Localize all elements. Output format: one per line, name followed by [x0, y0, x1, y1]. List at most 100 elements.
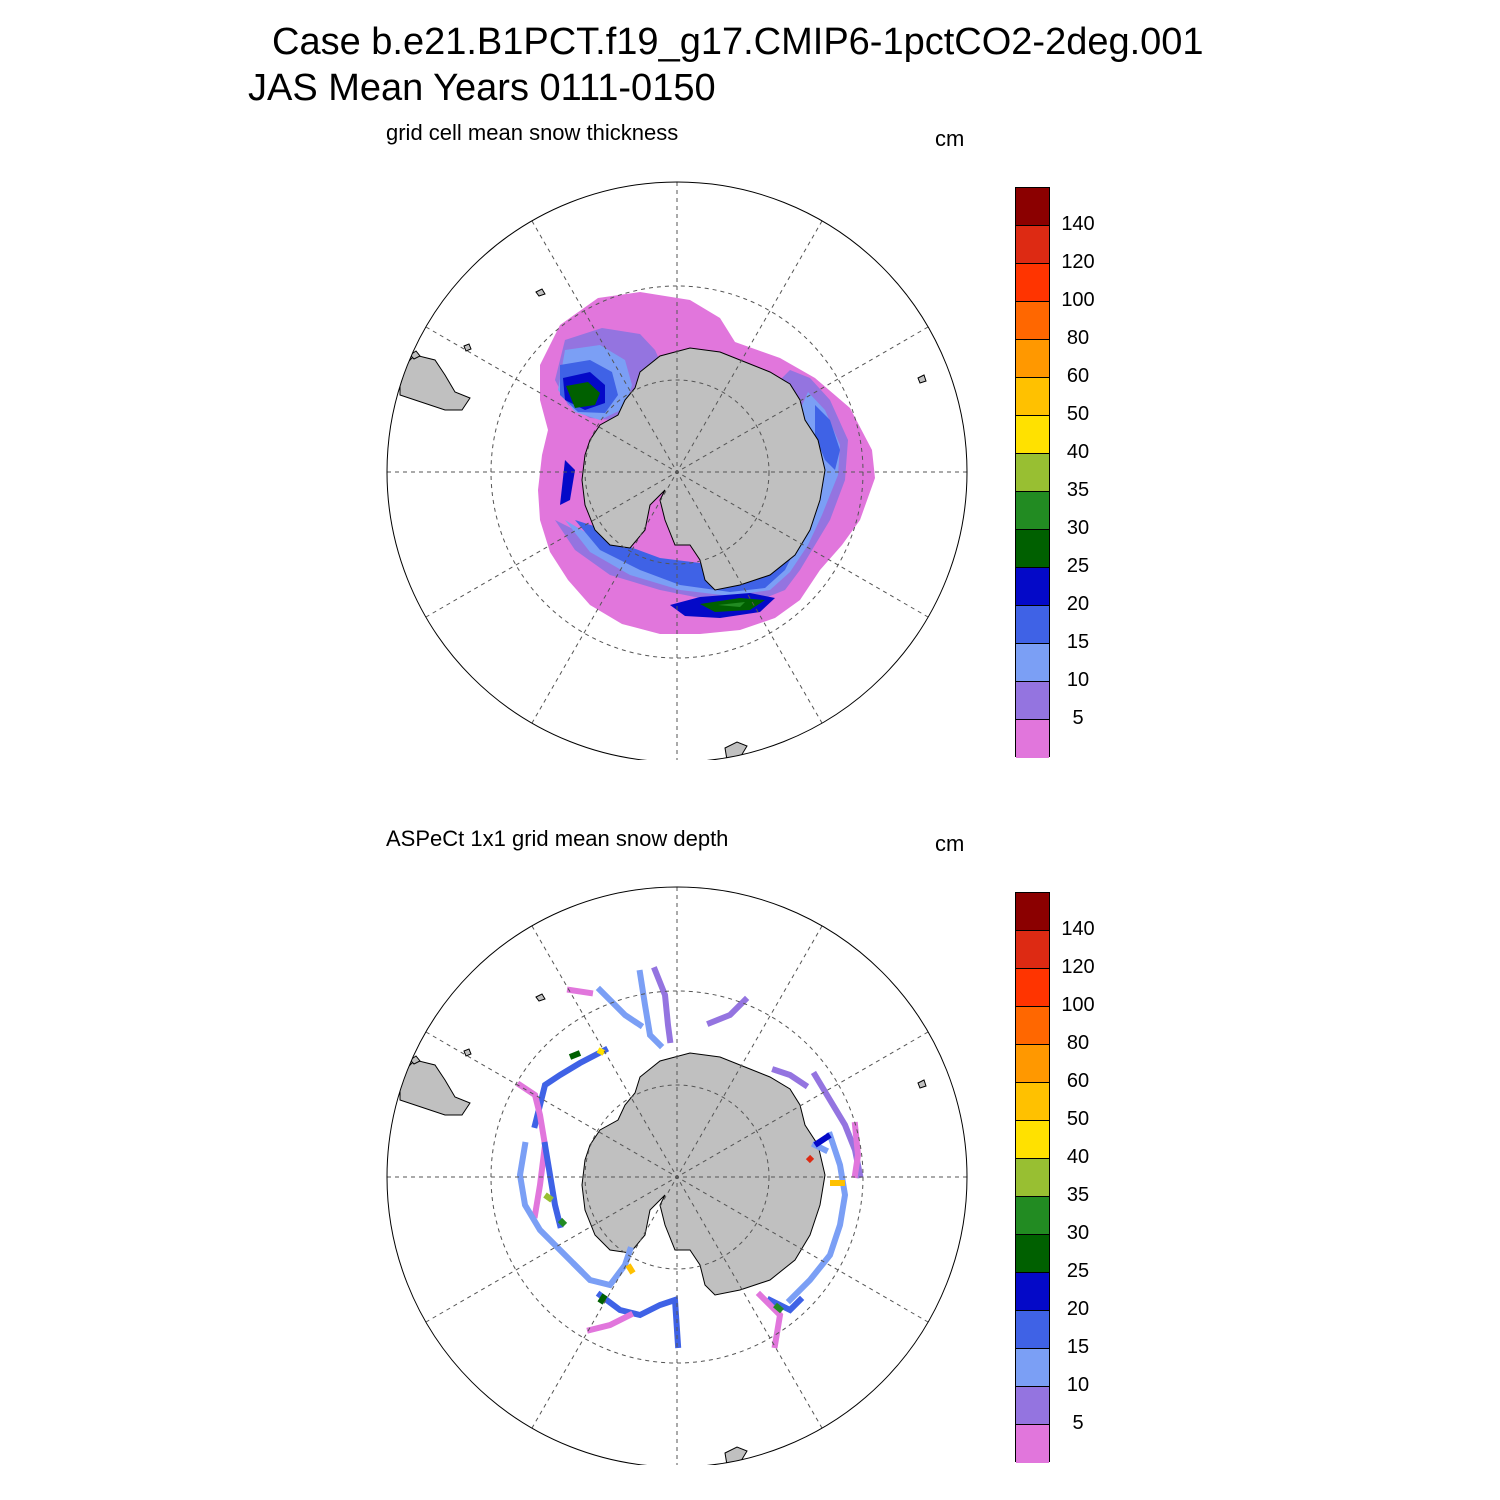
panel2-ship-tracks: [515, 966, 864, 1349]
colorbar-swatch: [1016, 1045, 1049, 1083]
panel1-map-border: [386, 181, 968, 760]
colorbar-tick-label: 35: [1066, 1184, 1090, 1206]
snow-band-20-25c: [560, 460, 575, 505]
colorbar-swatch: [1016, 682, 1049, 720]
track-5: [566, 986, 594, 997]
track-3: [651, 966, 674, 1044]
island-small-1: [409, 1055, 421, 1065]
island-small-3: [535, 288, 546, 297]
track-9: [541, 1141, 564, 1229]
colorbar-tick-label: 120: [1061, 956, 1095, 978]
colorbar-tick-label: 30: [1066, 1222, 1090, 1244]
colorbar-swatch: [1016, 1121, 1049, 1159]
colorbar-swatch: [1016, 340, 1049, 378]
track-6: [531, 1045, 610, 1129]
colorbar-tick-label: 25: [1066, 1260, 1090, 1282]
panel2-colorbar: [1015, 892, 1050, 1463]
track-13: [771, 1066, 810, 1090]
colorbar-tick-label: 100: [1061, 994, 1095, 1016]
panel2-graticule: [387, 887, 967, 1465]
track-2: [636, 969, 665, 1050]
panel2-high-values: [543, 1047, 845, 1314]
track-10: [570, 1246, 634, 1289]
colorbar-swatch: [1016, 378, 1049, 416]
colorbar-swatch: [1016, 1159, 1049, 1197]
colorbar-tick-label: 15: [1066, 1336, 1090, 1358]
track-hi-3: [543, 1192, 554, 1203]
track-hi-10: [805, 1154, 815, 1164]
colorbar-tick-label: 30: [1066, 517, 1090, 539]
track-hi-5: [625, 1263, 636, 1275]
island-small-2: [463, 1048, 472, 1057]
colorbar-swatch: [1016, 720, 1049, 758]
colorbar-tick-label: 20: [1066, 593, 1090, 615]
figure-title-period: JAS Mean Years 0111-0150: [248, 67, 716, 109]
track-hi-8: [597, 1293, 608, 1305]
panel1-colorbar: [1015, 187, 1050, 758]
panel1-graticule: [387, 182, 967, 760]
track-11: [595, 1290, 682, 1349]
colorbar-tick-label: 20: [1066, 1298, 1090, 1320]
track-hi-4: [557, 1217, 568, 1228]
colorbar-tick-label: 5: [1072, 1412, 1084, 1434]
island-small-3: [535, 993, 546, 1002]
colorbar-swatch: [1016, 1349, 1049, 1387]
colorbar-swatch: [1016, 1197, 1049, 1235]
panel2-land: [399, 993, 927, 1465]
track-12: [586, 1310, 635, 1334]
colorbar-swatch: [1016, 931, 1049, 969]
island-small-4: [917, 1079, 927, 1089]
colorbar-tick-label: 5: [1072, 707, 1084, 729]
island-small-2: [463, 343, 472, 352]
panel2-units: cm: [935, 831, 965, 856]
track-1: [595, 985, 645, 1030]
colorbar-swatch: [1016, 1387, 1049, 1425]
panel2-polar-map: [386, 886, 968, 1465]
colorbar-swatch: [1016, 893, 1049, 931]
colorbar-swatch: [1016, 644, 1049, 682]
colorbar-tick-label: 50: [1066, 1108, 1090, 1130]
colorbar-swatch: [1016, 1273, 1049, 1311]
colorbar-swatch: [1016, 492, 1049, 530]
colorbar-tick-label: 60: [1066, 1070, 1090, 1092]
figure-title-case: Case b.e21.B1PCT.f19_g17.CMIP6-1pctCO2-2…: [272, 21, 1204, 63]
colorbar-tick-label: 15: [1066, 631, 1090, 653]
colorbar-swatch: [1016, 1007, 1049, 1045]
track-hi-7: [813, 1132, 832, 1148]
snow-band-10-15b: [565, 392, 840, 596]
track-17: [755, 1290, 784, 1349]
south-america: [399, 1059, 471, 1116]
island-small-1: [409, 350, 421, 360]
island-small-4: [917, 374, 927, 384]
colorbar-swatch: [1016, 1311, 1049, 1349]
snow-band-25-30: [566, 382, 600, 408]
colorbar-tick-label: 120: [1061, 251, 1095, 273]
colorbar-tick-label: 60: [1066, 365, 1090, 387]
panel1-land: [399, 288, 927, 760]
colorbar-swatch: [1016, 226, 1049, 264]
track-4: [706, 995, 750, 1027]
track-hi-9: [773, 1302, 784, 1314]
colorbar-swatch: [1016, 416, 1049, 454]
colorbar-swatch: [1016, 1425, 1049, 1463]
track-hi-2: [596, 1047, 606, 1056]
colorbar-tick-label: 140: [1061, 213, 1095, 235]
colorbar-swatch: [1016, 454, 1049, 492]
panel2-map-border: [386, 886, 968, 1465]
colorbar-swatch: [1016, 530, 1049, 568]
snow-band-15-20c: [815, 405, 840, 470]
colorbar-swatch: [1016, 302, 1049, 340]
track-8: [516, 1141, 585, 1275]
colorbar-tick-label: 140: [1061, 918, 1095, 940]
colorbar-swatch: [1016, 1235, 1049, 1273]
colorbar-tick-label: 10: [1066, 1374, 1090, 1396]
antarctica-landmass: [581, 347, 826, 591]
track-15: [785, 1131, 849, 1305]
colorbar-tick-label: 10: [1066, 669, 1090, 691]
colorbar-tick-label: 100: [1061, 289, 1095, 311]
track-hi-1: [568, 1050, 582, 1060]
colorbar-swatch: [1016, 1083, 1049, 1121]
track-19: [851, 1121, 862, 1179]
panel2-title: ASPeCt 1x1 grid mean snow depth: [386, 826, 729, 851]
colorbar-tick-label: 35: [1066, 479, 1090, 501]
